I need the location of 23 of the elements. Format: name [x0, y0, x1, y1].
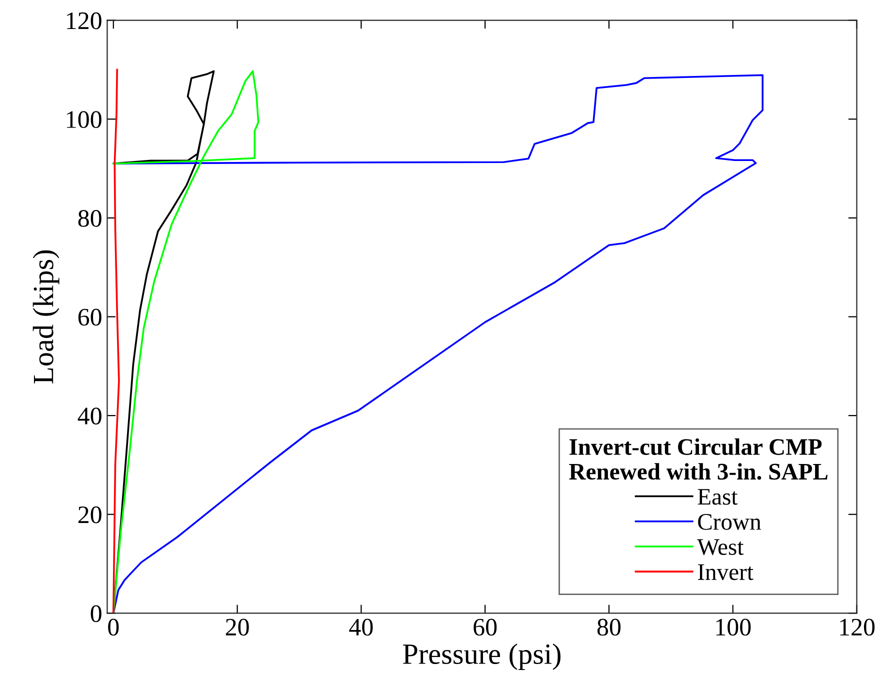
y-tick-label: 100: [67, 111, 102, 128]
x-tick-label: 0: [108, 618, 119, 636]
y-tick-label: 20: [78, 506, 102, 524]
y-tick-label: 60: [78, 308, 102, 326]
legend-label: Crown: [698, 514, 762, 530]
line-series: [112, 68, 120, 614]
x-tick-label: 40: [349, 618, 373, 636]
y-tick-label: 80: [78, 210, 102, 227]
y-tick-label: 0: [90, 605, 102, 622]
legend-label: East: [698, 489, 738, 505]
x-tick-label: 120: [840, 618, 875, 636]
y-tick-label: 40: [78, 408, 102, 424]
y-tick-label: 120: [67, 12, 102, 30]
legend-title: Invert-cut Circular CMP Renewed with 3-in. SAPL: [569, 438, 828, 480]
legend-label: West: [697, 539, 744, 556]
x-tick-label: 100: [716, 618, 751, 636]
x-axis-title: Pressure (psi): [403, 644, 560, 670]
line-series: [112, 74, 764, 614]
y-axis-title: Load (kips): [32, 250, 60, 384]
legend-label: Invert: [698, 564, 754, 580]
x-tick-label: 60: [474, 618, 497, 636]
x-tick-label: 80: [597, 618, 621, 636]
x-tick-label: 20: [226, 618, 249, 636]
